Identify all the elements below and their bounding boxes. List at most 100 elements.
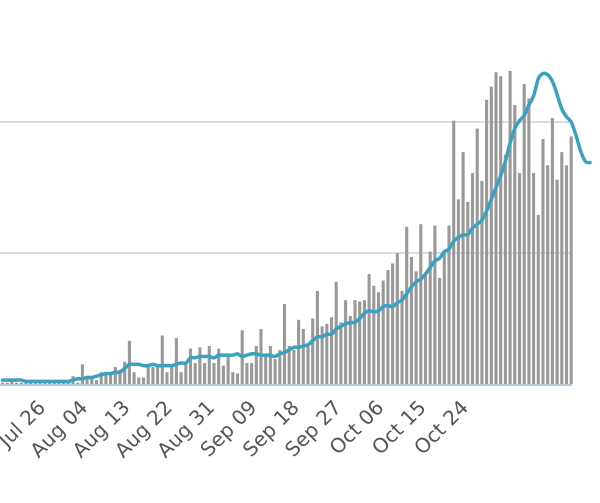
bar [250, 363, 254, 384]
bar [146, 365, 150, 384]
bar [358, 301, 362, 384]
bar [80, 364, 84, 384]
bar [433, 225, 437, 384]
bar [508, 70, 512, 384]
bar [348, 315, 352, 384]
bar [339, 322, 343, 384]
bar [62, 382, 66, 384]
bar [287, 346, 291, 384]
bar [311, 318, 315, 384]
bar [569, 136, 573, 384]
bar [104, 372, 108, 384]
bar [381, 280, 385, 384]
bar [395, 253, 399, 384]
bar [292, 349, 296, 384]
bar [94, 380, 99, 384]
bar [461, 152, 465, 384]
bar [123, 361, 127, 384]
bar [90, 377, 94, 384]
bar [52, 382, 56, 384]
bar [489, 86, 493, 384]
bar [132, 372, 136, 384]
bar [513, 104, 517, 384]
bar [546, 165, 550, 384]
bar [367, 273, 371, 384]
bar [466, 201, 470, 384]
bar [226, 356, 230, 384]
bar [127, 340, 131, 384]
bar [19, 382, 23, 384]
bar [10, 380, 14, 384]
bar [282, 304, 287, 384]
bar [245, 363, 249, 384]
bar [141, 377, 146, 384]
bar [137, 377, 141, 384]
bar [15, 382, 19, 384]
bar [329, 317, 334, 384]
bar [174, 338, 178, 384]
bar [555, 179, 559, 384]
bar [43, 382, 47, 384]
bar [165, 372, 169, 384]
bar [254, 346, 258, 384]
bar [494, 72, 498, 384]
bar [278, 349, 282, 384]
bar [184, 363, 188, 384]
bar [438, 277, 442, 384]
bar [470, 173, 475, 384]
bar [386, 270, 390, 384]
average-line-path [0, 71, 592, 384]
bar [217, 348, 221, 384]
bar [391, 263, 395, 384]
bar [76, 382, 80, 384]
bar [325, 323, 329, 384]
bar [99, 372, 103, 384]
bar [532, 173, 536, 384]
bar [221, 365, 225, 384]
bar [235, 373, 240, 384]
bar [188, 348, 193, 384]
bar [475, 128, 479, 384]
bar [517, 173, 522, 384]
bar [503, 154, 507, 384]
bar [405, 226, 409, 384]
bar [66, 382, 70, 384]
bars [0, 70, 573, 385]
bar [179, 372, 183, 384]
bar [376, 292, 381, 384]
bar [560, 152, 564, 384]
bar [447, 225, 451, 384]
bar [353, 300, 357, 384]
bar [527, 98, 531, 385]
bar [414, 271, 418, 384]
bar [264, 353, 268, 384]
bar [564, 165, 569, 384]
bar [320, 326, 324, 384]
bar [193, 363, 197, 384]
bar [160, 335, 164, 384]
bar [273, 359, 277, 384]
bar [499, 76, 503, 385]
bar [85, 376, 89, 384]
bar [231, 372, 235, 384]
bar [156, 365, 160, 384]
bar [452, 120, 456, 384]
bar [212, 363, 216, 384]
bar [38, 382, 42, 384]
bar [29, 382, 33, 384]
bar [372, 285, 376, 384]
bar [334, 281, 338, 384]
bar [297, 319, 301, 384]
bar [480, 180, 484, 384]
bar [456, 199, 460, 384]
bar [109, 373, 113, 384]
bar [344, 300, 348, 384]
bar [198, 347, 202, 384]
bar [203, 363, 207, 384]
bar [5, 382, 9, 384]
bar [0, 382, 5, 384]
bar [306, 346, 310, 384]
